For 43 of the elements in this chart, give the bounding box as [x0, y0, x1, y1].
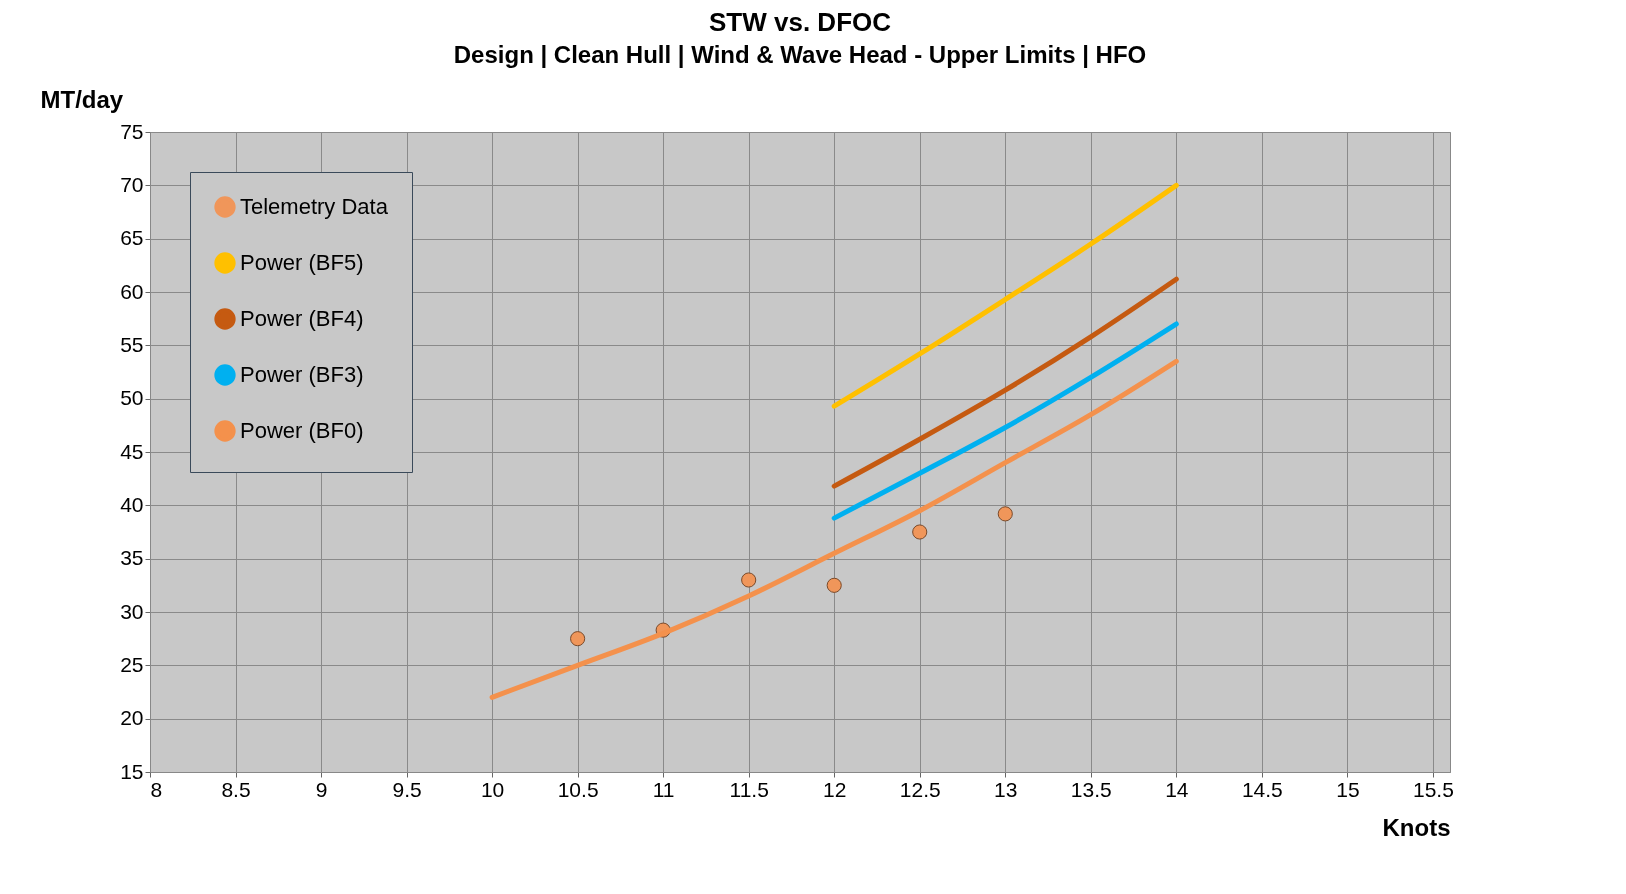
x-tick-label: 8 [150, 777, 163, 801]
x-tick-label: 8.5 [221, 777, 251, 801]
x-tick-label: 12.5 [899, 777, 941, 801]
x-tick-label: 14.5 [1241, 777, 1283, 801]
x-tick-label: 14 [1165, 777, 1189, 801]
x-tick-label: 11.5 [729, 777, 769, 801]
y-tick-label: 30 [120, 599, 144, 623]
y-tick-label: 20 [120, 706, 144, 730]
y-axis-title: MT/day [40, 85, 124, 113]
point [741, 572, 757, 588]
y-tick-label: 40 [120, 492, 144, 516]
legend-label: Power (BF3) [240, 362, 364, 387]
chart-subtitle: Design | Clean Hull | Wind & Wave Head - Upper Limits | HFO [453, 41, 1147, 68]
y-tick-label: 55 [120, 332, 144, 356]
y-tick-label: 75 [120, 119, 144, 143]
x-tick-label: 15.5 [1412, 777, 1454, 801]
x-tick-label: 13 [994, 777, 1018, 801]
x-tick-label: 12 [823, 777, 847, 801]
y-tick-label: 35 [120, 546, 144, 570]
x-tick-label: 10.5 [557, 777, 599, 801]
point [997, 506, 1013, 522]
y-tick-label: 65 [120, 226, 144, 250]
x-axis-title: Knots [1382, 813, 1451, 841]
y-tick-label: 45 [120, 439, 144, 463]
y-tick-label: 50 [120, 386, 144, 410]
y-tick-label: 15 [120, 759, 144, 783]
x-tick-label: 9 [315, 777, 328, 801]
x-tick-label: 13.5 [1070, 777, 1112, 801]
point [826, 577, 842, 593]
y-tick-label: 25 [120, 652, 144, 676]
x-tick-label: 10 [480, 777, 505, 801]
legend-label: Power (BF0) [240, 418, 364, 443]
legend-label: Power (BF4) [240, 306, 364, 331]
legend-label: Telemetry Data [240, 194, 389, 219]
x-tick-label: 11 [652, 777, 675, 801]
legend-label: Power (BF5) [240, 250, 364, 275]
chart-title: STW vs. DFOC [708, 7, 892, 37]
y-tick-label: 60 [120, 279, 144, 303]
x-tick-label: 15 [1336, 777, 1360, 801]
point [570, 631, 586, 647]
y-tick-label: 70 [120, 172, 144, 196]
x-tick-label: 9.5 [392, 777, 422, 801]
point [912, 524, 928, 540]
